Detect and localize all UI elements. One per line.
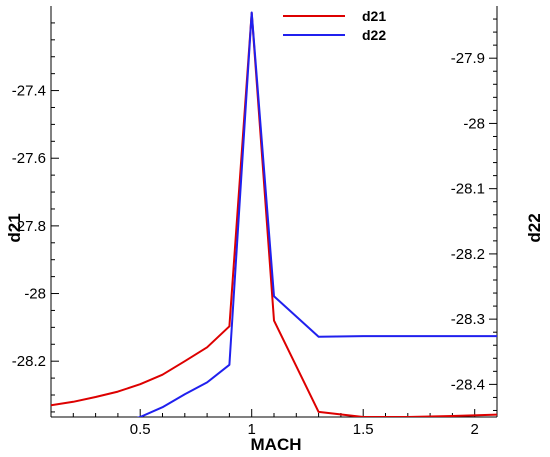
right-tick-label: -28.2 [451,246,485,263]
right-tick-label: -28.3 [451,311,485,328]
x-axis-title: MACH [251,435,302,454]
left-tick-label: -27.6 [12,150,46,167]
left-tick-label: -27.8 [12,218,46,235]
right-tick-label: -28.1 [451,181,485,198]
x-axis-ticks: 0.5 1 1.5 2 [72,409,479,438]
left-y-axis-title: d21 [5,213,24,242]
legend-label-d21: d21 [362,8,386,24]
series-line-d22 [136,11,497,417]
right-y-axis-title: d22 [525,213,544,242]
right-y-axis-ticks: -27.9 -28 -28.1 -28.2 -28.3 -28.4 [451,18,497,411]
legend-label-d22: d22 [362,27,386,43]
left-tick-label: -28.2 [12,353,46,370]
right-tick-label: -28 [463,115,485,132]
x-tick-label: 1.5 [353,421,374,438]
left-y-axis-ticks: -27.4 -27.6 -27.8 -28 -28.2 [12,22,59,413]
x-tick-label: 1 [248,421,256,438]
plot-frame [50,6,498,418]
series-lines [51,11,497,417]
left-tick-label: -28 [24,286,46,303]
series-line-d21 [51,11,497,417]
left-tick-label: -27.4 [12,83,46,100]
x-tick-label: 2 [471,421,479,438]
right-tick-label: -27.9 [451,50,485,67]
x-tick-label: 0.5 [130,421,151,438]
right-tick-label: -28.4 [451,376,485,393]
